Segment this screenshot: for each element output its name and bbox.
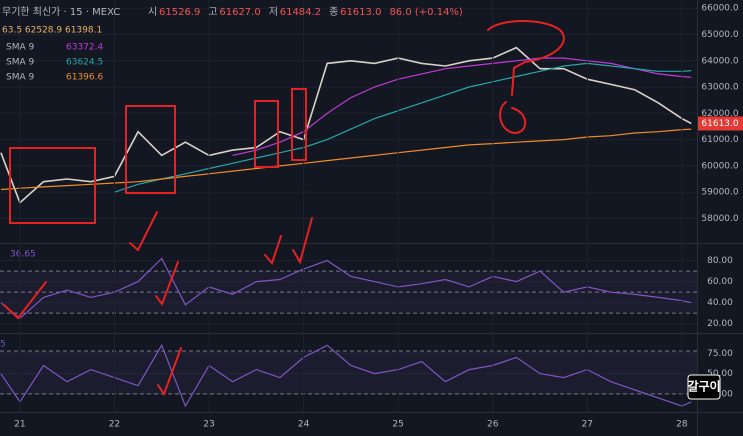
annotation-box <box>9 147 96 224</box>
y-tick-label: 64000.0 <box>701 56 738 66</box>
ohlc-label: 종 <box>329 6 338 18</box>
series-line <box>232 57 692 156</box>
indicator-value: 36.65 <box>10 250 36 260</box>
y-tick-label: 40.00 <box>707 298 733 308</box>
x-tick-label: 25 <box>392 420 403 430</box>
ohlc-label: 저 <box>269 6 278 18</box>
legend: SMA 9 63372.4 SMA 9 63624.5 SMA 9 61396.6 <box>6 43 103 83</box>
ohlc-value: 61613.0 <box>340 7 381 18</box>
legend-value: 61396.6 <box>66 73 103 83</box>
y-tick-label: 63000.0 <box>701 83 738 93</box>
y-tick-label: 62000.0 <box>701 109 738 119</box>
legend-value: 63372.4 <box>66 43 103 53</box>
annotation-question <box>487 20 565 135</box>
annotation-check <box>3 281 47 320</box>
annotation-check <box>292 217 313 265</box>
indicator-value: 5 <box>0 340 6 350</box>
y-tick-label: 66000.0 <box>701 4 738 14</box>
y-tick-label: 59000.0 <box>701 188 738 198</box>
annotation-box <box>291 88 307 161</box>
ohlc-value: 61526.9 <box>159 7 200 18</box>
legend-name: SMA 9 <box>6 43 34 53</box>
chart-title: 무기한 최신가 · 15 · MEXC <box>2 6 120 18</box>
y-tick-label: 50.00 <box>707 369 733 379</box>
watermark-box <box>687 374 721 400</box>
annotation-box <box>125 105 176 194</box>
ohlc-value: 86.0 (+0.14%) <box>389 7 462 18</box>
annotations <box>3 20 565 397</box>
x-tick-label: 26 <box>487 420 499 430</box>
annotation-box <box>254 100 279 168</box>
legend-name: SMA 9 <box>6 73 34 83</box>
annotation-check <box>264 235 282 265</box>
ohlc-label: 고 <box>208 7 217 18</box>
y-tick-label: 61000.0 <box>701 135 738 145</box>
price-tag-label: 61613.0 <box>701 119 738 129</box>
annotation-check <box>157 347 182 397</box>
y-tick-label: 65000.0 <box>701 30 738 40</box>
legend-value: 63624.5 <box>66 58 103 68</box>
series-line <box>114 62 692 193</box>
x-tick-label: 24 <box>298 420 310 430</box>
x-tick-label: 22 <box>109 420 120 430</box>
y-tick-label: 60000.0 <box>701 161 738 171</box>
annotation-check <box>129 211 158 252</box>
bands-readout: 63.5 62528.9 61398.1 <box>2 26 102 36</box>
x-tick-label: 23 <box>203 420 214 430</box>
level-band <box>0 271 697 314</box>
x-tick-label: 28 <box>676 420 688 430</box>
y-tick-label: 20.00 <box>707 319 733 329</box>
y-tick-label: 58000.0 <box>701 214 738 224</box>
x-tick-label: 21 <box>14 420 25 430</box>
ohlc-value: 61627.0 <box>219 7 260 18</box>
y-tick-label: 80.00 <box>707 256 733 266</box>
ohlc-value: 61484.2 <box>280 7 321 18</box>
x-tick-label: 27 <box>582 420 593 430</box>
annotation-check <box>155 261 179 307</box>
watermark: 갈구이 <box>687 379 720 394</box>
y-tick-label: 75.00 <box>707 349 733 359</box>
price-tag <box>698 116 743 131</box>
ohlc-readout: 시 61526.9 고 61627.0 저 61484.2 종 61613.0 86.0 (+0… <box>148 6 463 18</box>
ohlc-label: 시 <box>148 6 157 18</box>
y-tick-label: 60.00 <box>707 277 733 287</box>
legend-name: SMA 9 <box>6 58 34 68</box>
